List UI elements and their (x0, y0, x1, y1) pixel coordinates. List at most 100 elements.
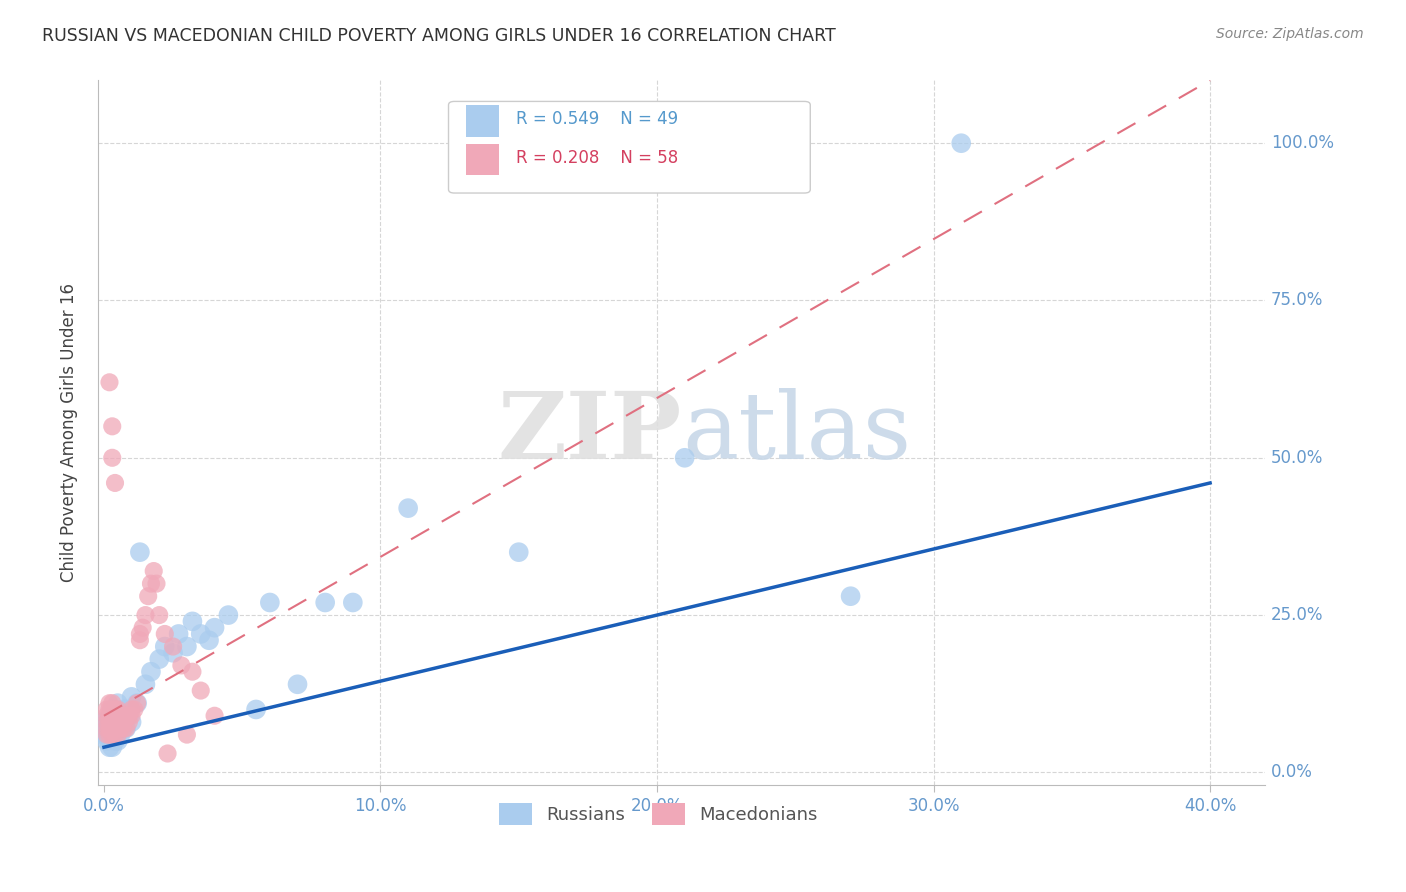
Point (98, 696, 121, 710)
Point (112, 722, 135, 736)
Point (107, 708, 129, 723)
Point (98, 376, 121, 390)
Point (112, 714, 135, 729)
Point (98, 722, 121, 736)
Point (153, 640, 176, 654)
Point (101, 702, 124, 716)
Point (107, 734, 129, 748)
Point (396, 501, 419, 516)
Point (176, 640, 198, 654)
Point (131, 621, 153, 635)
Point (101, 714, 124, 729)
Point (104, 722, 127, 736)
Point (127, 696, 149, 710)
Point (104, 728, 127, 742)
Point (107, 722, 129, 736)
Point (96, 722, 118, 736)
Point (145, 576, 167, 591)
Point (142, 564, 165, 578)
Point (181, 615, 204, 629)
Point (110, 722, 132, 736)
Point (673, 450, 696, 465)
Point (104, 722, 127, 736)
Point (96, 722, 118, 736)
Point (139, 665, 162, 679)
Text: 25.0%: 25.0% (1271, 606, 1323, 624)
Text: Source: ZipAtlas.com: Source: ZipAtlas.com (1216, 27, 1364, 41)
Point (167, 627, 190, 641)
Point (198, 633, 221, 648)
Point (134, 608, 156, 623)
Point (129, 545, 152, 559)
Point (121, 690, 143, 704)
Point (96, 722, 118, 736)
Point (101, 714, 124, 729)
Point (950, 136, 973, 151)
Point (314, 595, 336, 609)
Point (170, 658, 193, 673)
Legend: Russians, Macedonians: Russians, Macedonians (492, 796, 825, 832)
Point (342, 595, 364, 609)
FancyBboxPatch shape (449, 102, 810, 193)
Point (204, 621, 226, 635)
Point (153, 627, 176, 641)
Point (96, 728, 118, 742)
Text: 50.0%: 50.0% (1271, 449, 1323, 467)
Point (110, 708, 132, 723)
Point (190, 627, 212, 641)
Text: atlas: atlas (682, 388, 911, 477)
Point (508, 545, 530, 559)
Point (104, 708, 127, 723)
Point (101, 722, 124, 736)
Point (110, 714, 132, 729)
Text: 100.0%: 100.0% (1271, 134, 1334, 153)
Point (287, 677, 309, 691)
Point (98, 728, 121, 742)
Point (104, 714, 127, 729)
Point (162, 640, 184, 654)
Point (217, 608, 239, 623)
Point (129, 627, 152, 641)
Point (124, 702, 146, 716)
Point (139, 576, 162, 591)
Point (96, 734, 118, 748)
Point (101, 419, 124, 434)
Point (104, 734, 127, 748)
Point (104, 702, 127, 716)
Point (121, 702, 143, 716)
Point (107, 696, 129, 710)
Point (118, 708, 141, 723)
Point (204, 708, 226, 723)
Point (118, 714, 141, 729)
Text: 75.0%: 75.0% (1271, 292, 1323, 310)
Point (104, 708, 127, 723)
Y-axis label: Child Poverty Among Girls Under 16: Child Poverty Among Girls Under 16 (59, 283, 77, 582)
Text: ZIP: ZIP (498, 388, 682, 477)
Point (112, 722, 135, 736)
Point (839, 589, 862, 603)
Point (121, 714, 143, 729)
Point (115, 702, 138, 716)
Point (115, 722, 138, 736)
Point (101, 702, 124, 716)
Point (121, 708, 143, 723)
Point (98, 740, 121, 755)
Point (98, 728, 121, 742)
Point (190, 683, 212, 698)
Point (98, 702, 121, 716)
Point (176, 728, 198, 742)
Point (136, 589, 159, 603)
Text: R = 0.208    N = 58: R = 0.208 N = 58 (516, 149, 679, 167)
Point (107, 728, 129, 742)
Point (98, 714, 121, 729)
Point (101, 708, 124, 723)
Point (181, 665, 204, 679)
Point (115, 722, 138, 736)
Point (96, 714, 118, 729)
Text: RUSSIAN VS MACEDONIAN CHILD POVERTY AMONG GIRLS UNDER 16 CORRELATION CHART: RUSSIAN VS MACEDONIAN CHILD POVERTY AMON… (42, 27, 837, 45)
Point (98, 708, 121, 723)
Text: 0.0%: 0.0% (1271, 764, 1313, 781)
Point (98, 714, 121, 729)
Point (127, 696, 149, 710)
Point (162, 646, 184, 660)
